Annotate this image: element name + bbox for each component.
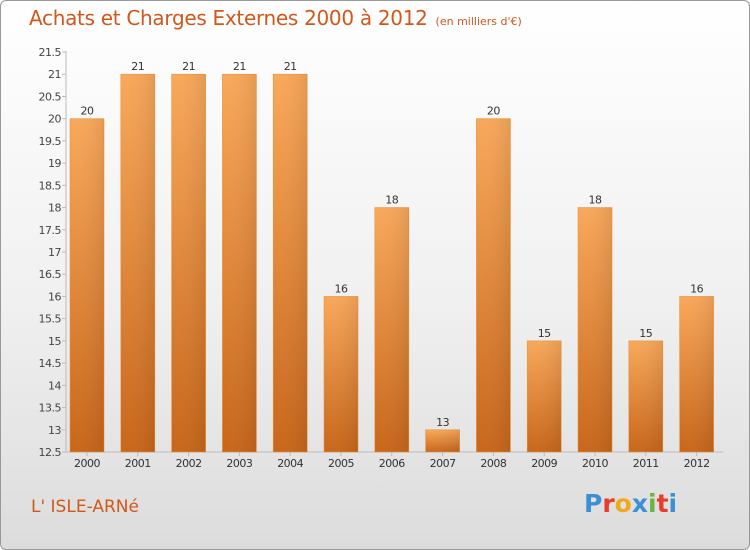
- bar-value-label: 20: [81, 105, 94, 118]
- bar-value-label: 16: [690, 282, 703, 295]
- y-tick-label: 15: [48, 335, 61, 348]
- y-tick-label: 16: [48, 290, 61, 303]
- logo-letter: o: [614, 489, 632, 518]
- logo-letter: x: [631, 489, 648, 518]
- bar-shade-2010: [578, 207, 612, 452]
- bars-group: 20 21 21 21 21 16 18 13 20 15 18 15 16: [69, 60, 714, 453]
- y-tick-label: 12.5: [39, 446, 62, 459]
- bar-shade-2003: [222, 74, 257, 452]
- bar-value-label: 18: [385, 194, 398, 207]
- y-tick-label: 14.5: [39, 357, 62, 370]
- bar-value-label: 21: [131, 60, 144, 73]
- y-tick-label: 21.5: [39, 46, 62, 59]
- x-tick-label: 2010: [582, 457, 608, 470]
- bar-shade-2006: [374, 207, 409, 452]
- bar-value-label: 21: [182, 60, 195, 73]
- bar-value-label: 21: [284, 60, 297, 73]
- bar-value-label: 20: [487, 105, 500, 118]
- bar-shade-2011: [628, 340, 663, 452]
- y-tick-label: 18: [48, 202, 61, 215]
- bar-shade-2008: [476, 118, 511, 453]
- x-tick-label: 2008: [480, 457, 506, 470]
- logo-letter: t: [656, 489, 669, 518]
- x-tick-label: 2001: [125, 457, 151, 470]
- bar-value-label: 16: [335, 282, 348, 295]
- x-tick-label: 2000: [74, 457, 100, 470]
- bar-shade-2004: [273, 74, 308, 452]
- y-tick-label: 13.5: [39, 402, 62, 415]
- y-tick-label: 17.5: [39, 224, 62, 237]
- x-tick-label: 2002: [176, 457, 202, 470]
- commune-name: L' ISLE-ARNé: [31, 497, 139, 517]
- y-tick-label: 18.5: [39, 179, 62, 192]
- x-tick-label: 2004: [277, 457, 303, 470]
- logo-letter: i: [648, 489, 657, 518]
- y-tick-label: 14: [48, 379, 61, 392]
- x-tick-label: 2012: [684, 457, 710, 470]
- y-tick-label: 16.5: [39, 268, 62, 281]
- bar-value-label: 21: [233, 60, 246, 73]
- y-tick-label: 20.5: [39, 90, 62, 103]
- bar-shade-2000: [70, 118, 104, 453]
- y-tick-label: 13: [48, 424, 61, 437]
- x-tick-label: 2005: [328, 457, 354, 470]
- bar-value-label: 15: [538, 327, 551, 340]
- chart-title-text: Achats et Charges Externes 2000 à 2012: [29, 6, 428, 30]
- y-axis-ticks: 12.5 13 13.5 14 14.5 15 15.5 16 16.5 17 17.5 18 18.5…: [39, 46, 66, 459]
- bar-value-label: 18: [589, 194, 602, 207]
- y-tick-label: 17: [48, 246, 61, 259]
- y-tick-label: 19: [48, 157, 61, 170]
- x-axis-labels: 2000 2001 2002 2003 2004 2005 2006 2007 2008 2009…: [74, 452, 710, 470]
- proxiti-logo: Proxiti: [584, 489, 677, 518]
- bar-value-label: 13: [436, 416, 449, 429]
- logo-letter: i: [668, 489, 678, 518]
- y-tick-label: 21: [48, 68, 61, 81]
- bar-shade-2007: [425, 429, 460, 452]
- chart-title: Achats et Charges Externes 2000 à 2012 (e…: [29, 6, 522, 30]
- y-tick-label: 20: [48, 113, 61, 126]
- bar-shade-2009: [527, 340, 562, 452]
- bar-shade-2001: [120, 74, 155, 452]
- bar-shade-2002: [171, 74, 206, 452]
- x-tick-label: 2003: [226, 457, 252, 470]
- bar-shade-2005: [324, 296, 358, 452]
- x-tick-label: 2006: [379, 457, 405, 470]
- x-tick-label: 2009: [531, 457, 557, 470]
- x-tick-label: 2007: [430, 457, 456, 470]
- logo-letter: r: [602, 489, 615, 518]
- y-tick-label: 15.5: [39, 313, 62, 326]
- x-tick-label: 2011: [633, 457, 659, 470]
- logo-letter: P: [584, 489, 603, 518]
- y-tick-label: 19.5: [39, 135, 62, 148]
- bar-shade-2012: [679, 296, 714, 452]
- bar-value-label: 15: [639, 327, 652, 340]
- chart-subtitle: (en milliers d'€): [435, 15, 522, 28]
